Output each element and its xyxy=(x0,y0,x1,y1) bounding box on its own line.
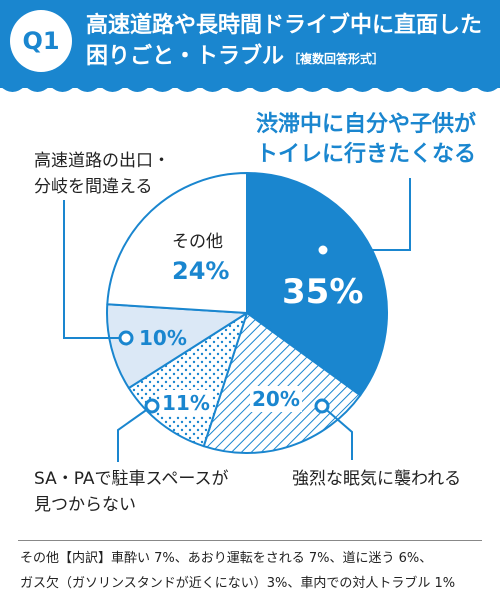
slice-value-toilet: 35% xyxy=(282,272,364,312)
leader-line-toilet xyxy=(323,178,411,251)
callout-exit-line2: 分岐を間違える xyxy=(34,177,153,197)
question-title-line2-text: 困りごと・トラブル xyxy=(86,44,285,69)
footnote-line1: その他【内訳】車酔い 7%、あおり運転をされる 7%、道に迷う 6%、 xyxy=(20,551,433,566)
callout-sleepy: 強烈な眠気に襲われる xyxy=(292,469,462,489)
slice-value-other: 24% xyxy=(172,257,230,285)
marker-dot-parking xyxy=(144,398,160,414)
callout-parking-line2: 見つからない xyxy=(34,495,136,515)
pie-slice-sleepy xyxy=(202,312,362,454)
leader-line-exit xyxy=(63,200,126,339)
header-wave xyxy=(0,76,500,92)
slice-label-other: その他 xyxy=(172,232,223,252)
leader-line-sleepy xyxy=(321,405,353,460)
callout-exit-line1: 高速道路の出口・ xyxy=(34,151,170,171)
question-title-line1: 高速道路や長時間ドライブ中に直面した xyxy=(86,13,483,38)
question-badge: Q1 xyxy=(10,10,72,72)
question-title-line2: 困りごと・トラブル ［複数回答形式］ xyxy=(86,43,384,73)
slice-value-sleepy: 20% xyxy=(250,386,302,412)
slice-value-exit: 10% xyxy=(139,326,187,350)
callout-toilet-line1: 渋滞中に自分や子供が xyxy=(256,112,477,137)
pie-slice-exit xyxy=(106,303,248,390)
callout-parking-line1: SA・PAで駐車スペースが xyxy=(34,469,229,489)
footnote-line2: ガス欠（ガソリンスタンドが近くにない）3%、車内での対人トラブル 1% xyxy=(20,576,456,591)
callout-toilet-line2: トイレに行きたくなる xyxy=(256,142,477,167)
pie-slice-other xyxy=(106,172,248,314)
footnote: その他【内訳】車酔い 7%、あおり運転をされる 7%、道に迷う 6%、 ガス欠（… xyxy=(20,546,455,596)
slice-value-parking: 11% xyxy=(160,390,212,416)
marker-dot-sleepy xyxy=(314,398,330,414)
question-subtitle: ［複数回答形式］ xyxy=(288,52,385,66)
marker-dot-toilet xyxy=(315,242,331,258)
pie-slice-parking xyxy=(127,312,248,448)
leader-line-parking xyxy=(117,405,153,462)
marker-dot-exit xyxy=(118,330,134,346)
footnote-divider xyxy=(18,540,482,541)
question-header: Q1 高速道路や長時間ドライブ中に直面した 困りごと・トラブル ［複数回答形式］ xyxy=(0,0,500,88)
